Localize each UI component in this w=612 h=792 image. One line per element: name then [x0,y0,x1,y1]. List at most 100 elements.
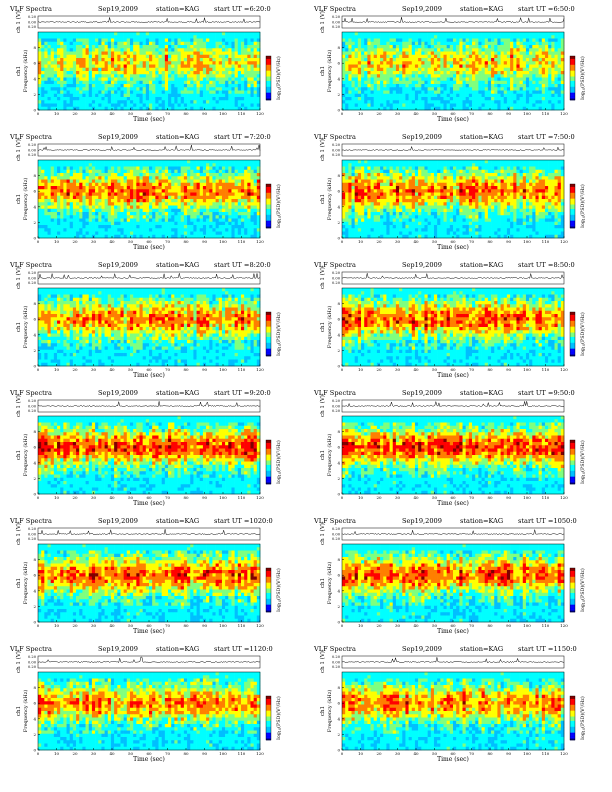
spectrogram-cell [240,32,245,36]
spectrogram-cell [72,205,77,210]
spectrogram-cell [215,208,220,213]
spectrogram-cell [354,32,359,36]
spectrogram-cell [139,215,143,219]
spectrogram-cell [117,166,121,171]
spectrogram-cell [373,32,378,36]
spectrogram-cell [180,54,185,59]
spectrogram-cell [117,64,121,69]
spectrogram-cell [256,77,261,82]
spectrogram-cell [212,35,216,39]
spectrogram-cell [506,80,511,85]
spectrogram-cell [63,160,67,164]
spectrogram-cell [193,51,197,56]
spectrogram-cell [218,186,223,190]
spectrogram-cell [126,58,131,62]
spectrogram-cell [468,45,473,49]
spectrogram-cell [161,106,166,111]
spectrogram-cell [462,38,466,43]
spectrogram-cell [516,87,520,91]
spectrogram-cell [212,186,216,190]
spectrogram-cell [53,160,58,164]
spectrogram-cell [69,205,74,210]
spectrogram-cell [405,38,409,43]
spectrogram-cell [506,97,511,101]
spectrogram-cell [548,58,552,62]
spectrogram-cell [532,87,536,91]
spectrogram-cell [168,199,172,203]
spectrogram-cell [244,93,248,98]
spectrogram-cell [389,38,394,43]
spectrogram-cell [554,80,558,85]
spectrogram-cell [95,218,99,223]
spectrogram-cell [519,41,524,46]
spectrogram-cell [101,205,105,210]
spectrogram-cell [41,208,45,213]
spectrogram-cell [234,100,239,104]
spectrogram-cell [228,160,232,164]
x-tick-label: 50 [128,111,134,116]
spectrogram-cell [171,64,175,69]
spectrogram-cell [196,176,201,180]
spectrogram-cell [253,179,258,184]
spectrogram-cell [129,160,134,164]
spectrogram-cell [47,192,51,197]
spectrogram-cell [513,38,517,43]
spectrogram-cell [57,87,61,91]
spectrogram-cell [145,51,150,56]
spectrogram-cell [240,212,245,216]
spectrogram-cell [149,90,153,95]
spectrogram-cell [364,61,368,65]
spectrogram-cell [41,189,45,193]
spectrogram-cell [152,64,156,69]
spectrogram-cell [209,106,213,111]
spectrogram-cell [544,41,549,46]
spectrogram-cell [427,35,432,39]
spectrogram-cell [234,74,239,78]
spectrogram-cell [364,87,368,91]
spectrogram-cell [215,215,220,219]
spectrogram-cell [364,97,368,101]
waveform-frame [37,143,261,157]
spectrogram-cell [174,41,178,46]
spectrogram-cell [215,202,220,206]
spectrogram-cell [532,77,536,82]
spectrogram-cell [202,202,207,206]
spectrogram-cell [513,58,517,62]
spectrogram-cell [541,45,546,49]
spectrogram-cell [206,41,210,46]
spectrogram-cell [180,48,185,52]
colorbar-swatch [570,91,575,93]
spectrogram-cell [161,97,166,101]
spectrogram-cell [554,61,558,65]
spectrogram-cell [250,202,254,206]
spectrogram-cell [481,84,486,88]
spectrogram-cell [72,106,77,111]
spectrogram-cell [129,51,134,56]
spectrogram-cell [519,77,524,82]
spectrogram-cell [60,35,64,39]
spectrogram-cell [538,58,543,62]
spectrogram-cell [247,93,251,98]
spectrogram-cell [351,32,355,36]
spectrogram-cell [107,74,112,78]
spectrogram-cell [164,90,169,95]
spectrogram-cell [354,74,359,78]
spectrogram-cell [437,103,441,108]
spectrogram-cell [91,38,96,43]
spectrogram-cell [475,54,479,59]
spectrogram-cell [142,100,147,104]
spectrogram-cell [373,97,378,101]
spectrogram-cell [240,84,245,88]
spectrogram-cell [129,61,134,65]
spectrogram-cell [228,51,232,56]
panel-header: VLF Spectra Sep19,2009 station=KAG start UT… [8,132,304,142]
spectrogram-cell [446,74,451,78]
spectrogram-cell [38,51,42,56]
spectrogram-cell [180,176,185,180]
spectrogram-cell [206,205,210,210]
spectrogram-cell [392,51,397,56]
spectrogram-cell [491,80,495,85]
spectrogram-cell [72,169,77,174]
